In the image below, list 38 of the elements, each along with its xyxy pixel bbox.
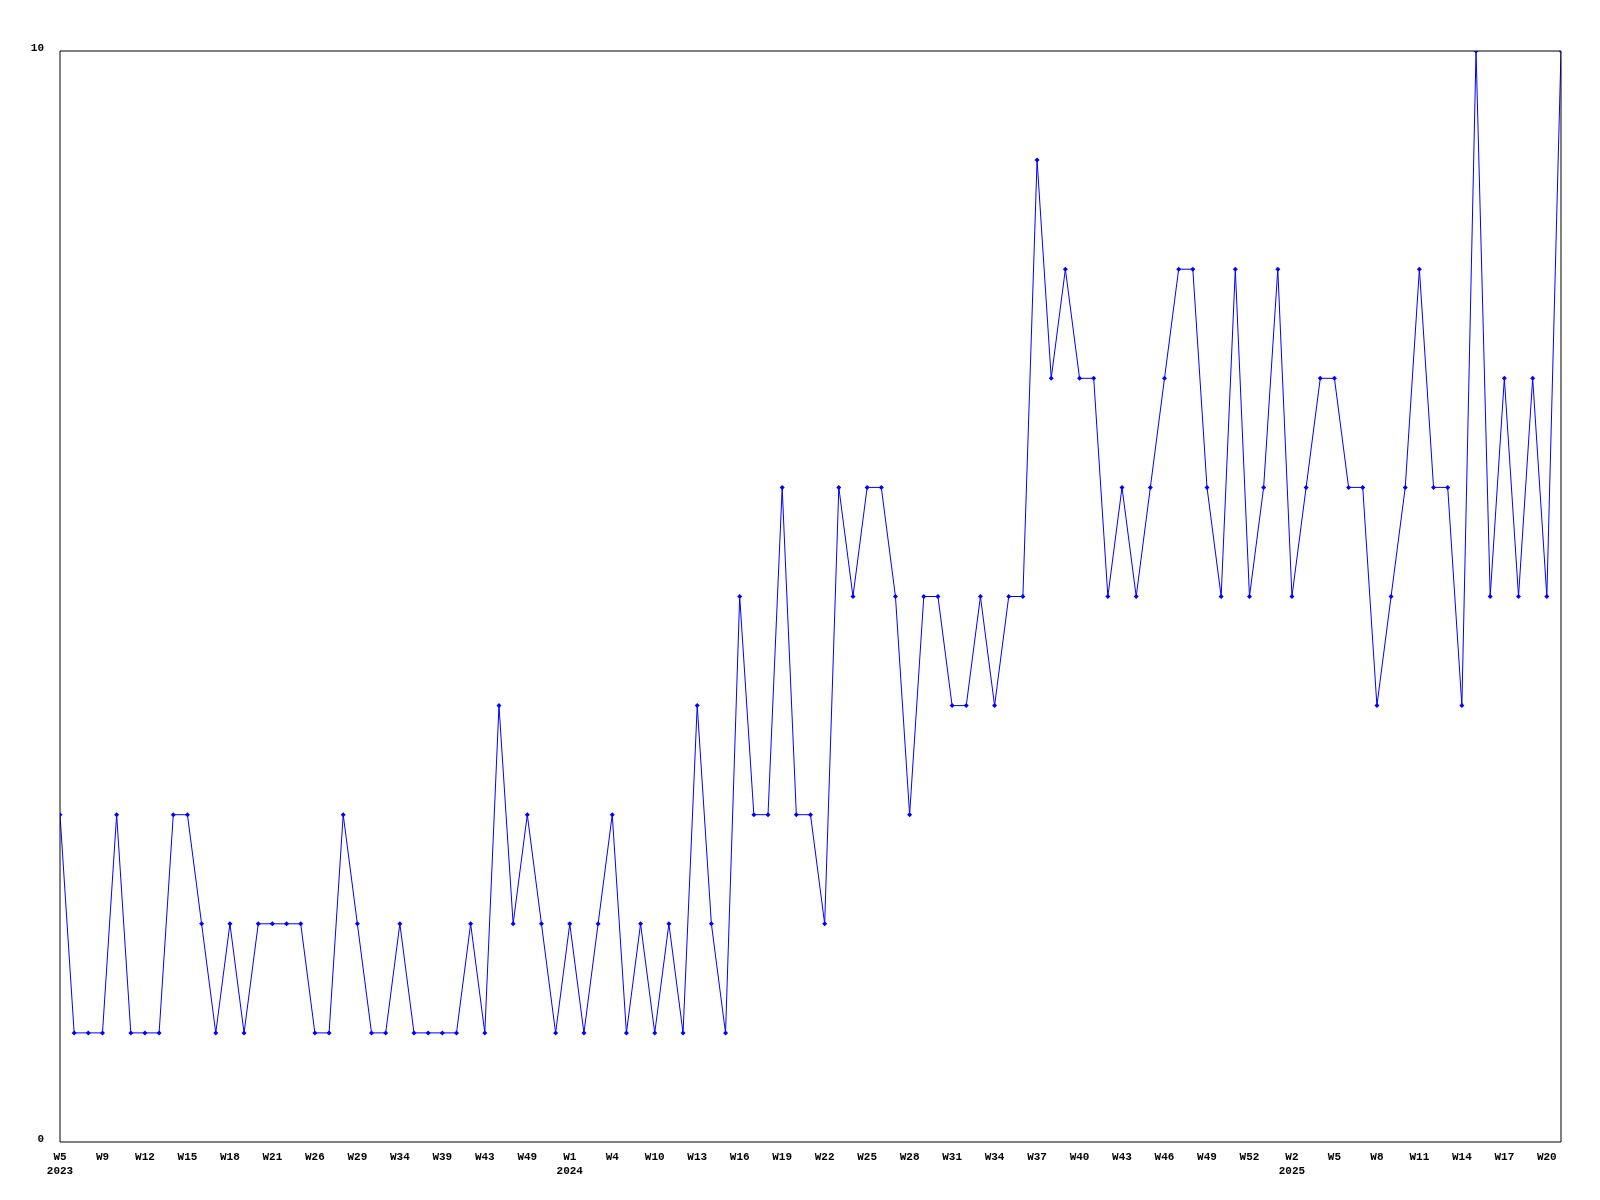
x-tick-label: W26 (304, 1151, 325, 1163)
x-tick-label: W43 (474, 1151, 496, 1163)
x-tick-label: W37 (1027, 1151, 1047, 1163)
x-tick-label: W22 (814, 1151, 835, 1163)
x-tick-label: W13 (687, 1151, 708, 1163)
x-tick-label: W16 (729, 1151, 750, 1163)
x-tick-label: W4 (605, 1151, 620, 1163)
x-tick-label: W28 (899, 1151, 920, 1163)
x-tick-label: W5 (1327, 1151, 1342, 1163)
y-tick-label: 10 (30, 41, 44, 54)
x-tick-label: W49 (517, 1151, 538, 1163)
x-tick-label: W20 (1536, 1151, 1557, 1163)
x-tick-label: W19 (772, 1151, 793, 1163)
x-tick-label: W25 (857, 1151, 878, 1163)
x-tick-label: W1 2024 (556, 1151, 584, 1177)
x-tick-label: W11 (1409, 1151, 1430, 1163)
x-tick-label: W8 (1370, 1151, 1384, 1163)
x-tick-label: W34 (984, 1151, 1005, 1163)
x-tick-label: W46 (1154, 1151, 1175, 1163)
x-tick-label: W31 (942, 1151, 963, 1163)
y-tick-label: 0 (37, 1132, 44, 1145)
x-tick-label: W34 (389, 1151, 411, 1163)
x-tick-label: W49 (1197, 1151, 1217, 1163)
x-tick-label: W43 (1112, 1151, 1133, 1163)
x-tick-label: W40 (1069, 1151, 1090, 1163)
x-tick-label: W18 (220, 1151, 241, 1163)
x-tick-label: W9 (95, 1151, 110, 1163)
x-tick-label: W17 (1494, 1151, 1515, 1163)
x-tick-label: W21 (262, 1151, 283, 1163)
x-tick-label: W12 (135, 1151, 155, 1163)
x-tick-label: W14 (1451, 1151, 1473, 1163)
x-tick-label: W10 (644, 1151, 665, 1163)
x-tick-label: W15 (177, 1151, 198, 1163)
x-tick-label: W29 (347, 1151, 368, 1163)
x-tick-label: W2 2025 (1278, 1151, 1306, 1177)
x-tick-label: W5 2023 (46, 1151, 74, 1177)
x-tick-label: W52 (1239, 1151, 1260, 1163)
x-tick-label: W39 (432, 1151, 453, 1163)
